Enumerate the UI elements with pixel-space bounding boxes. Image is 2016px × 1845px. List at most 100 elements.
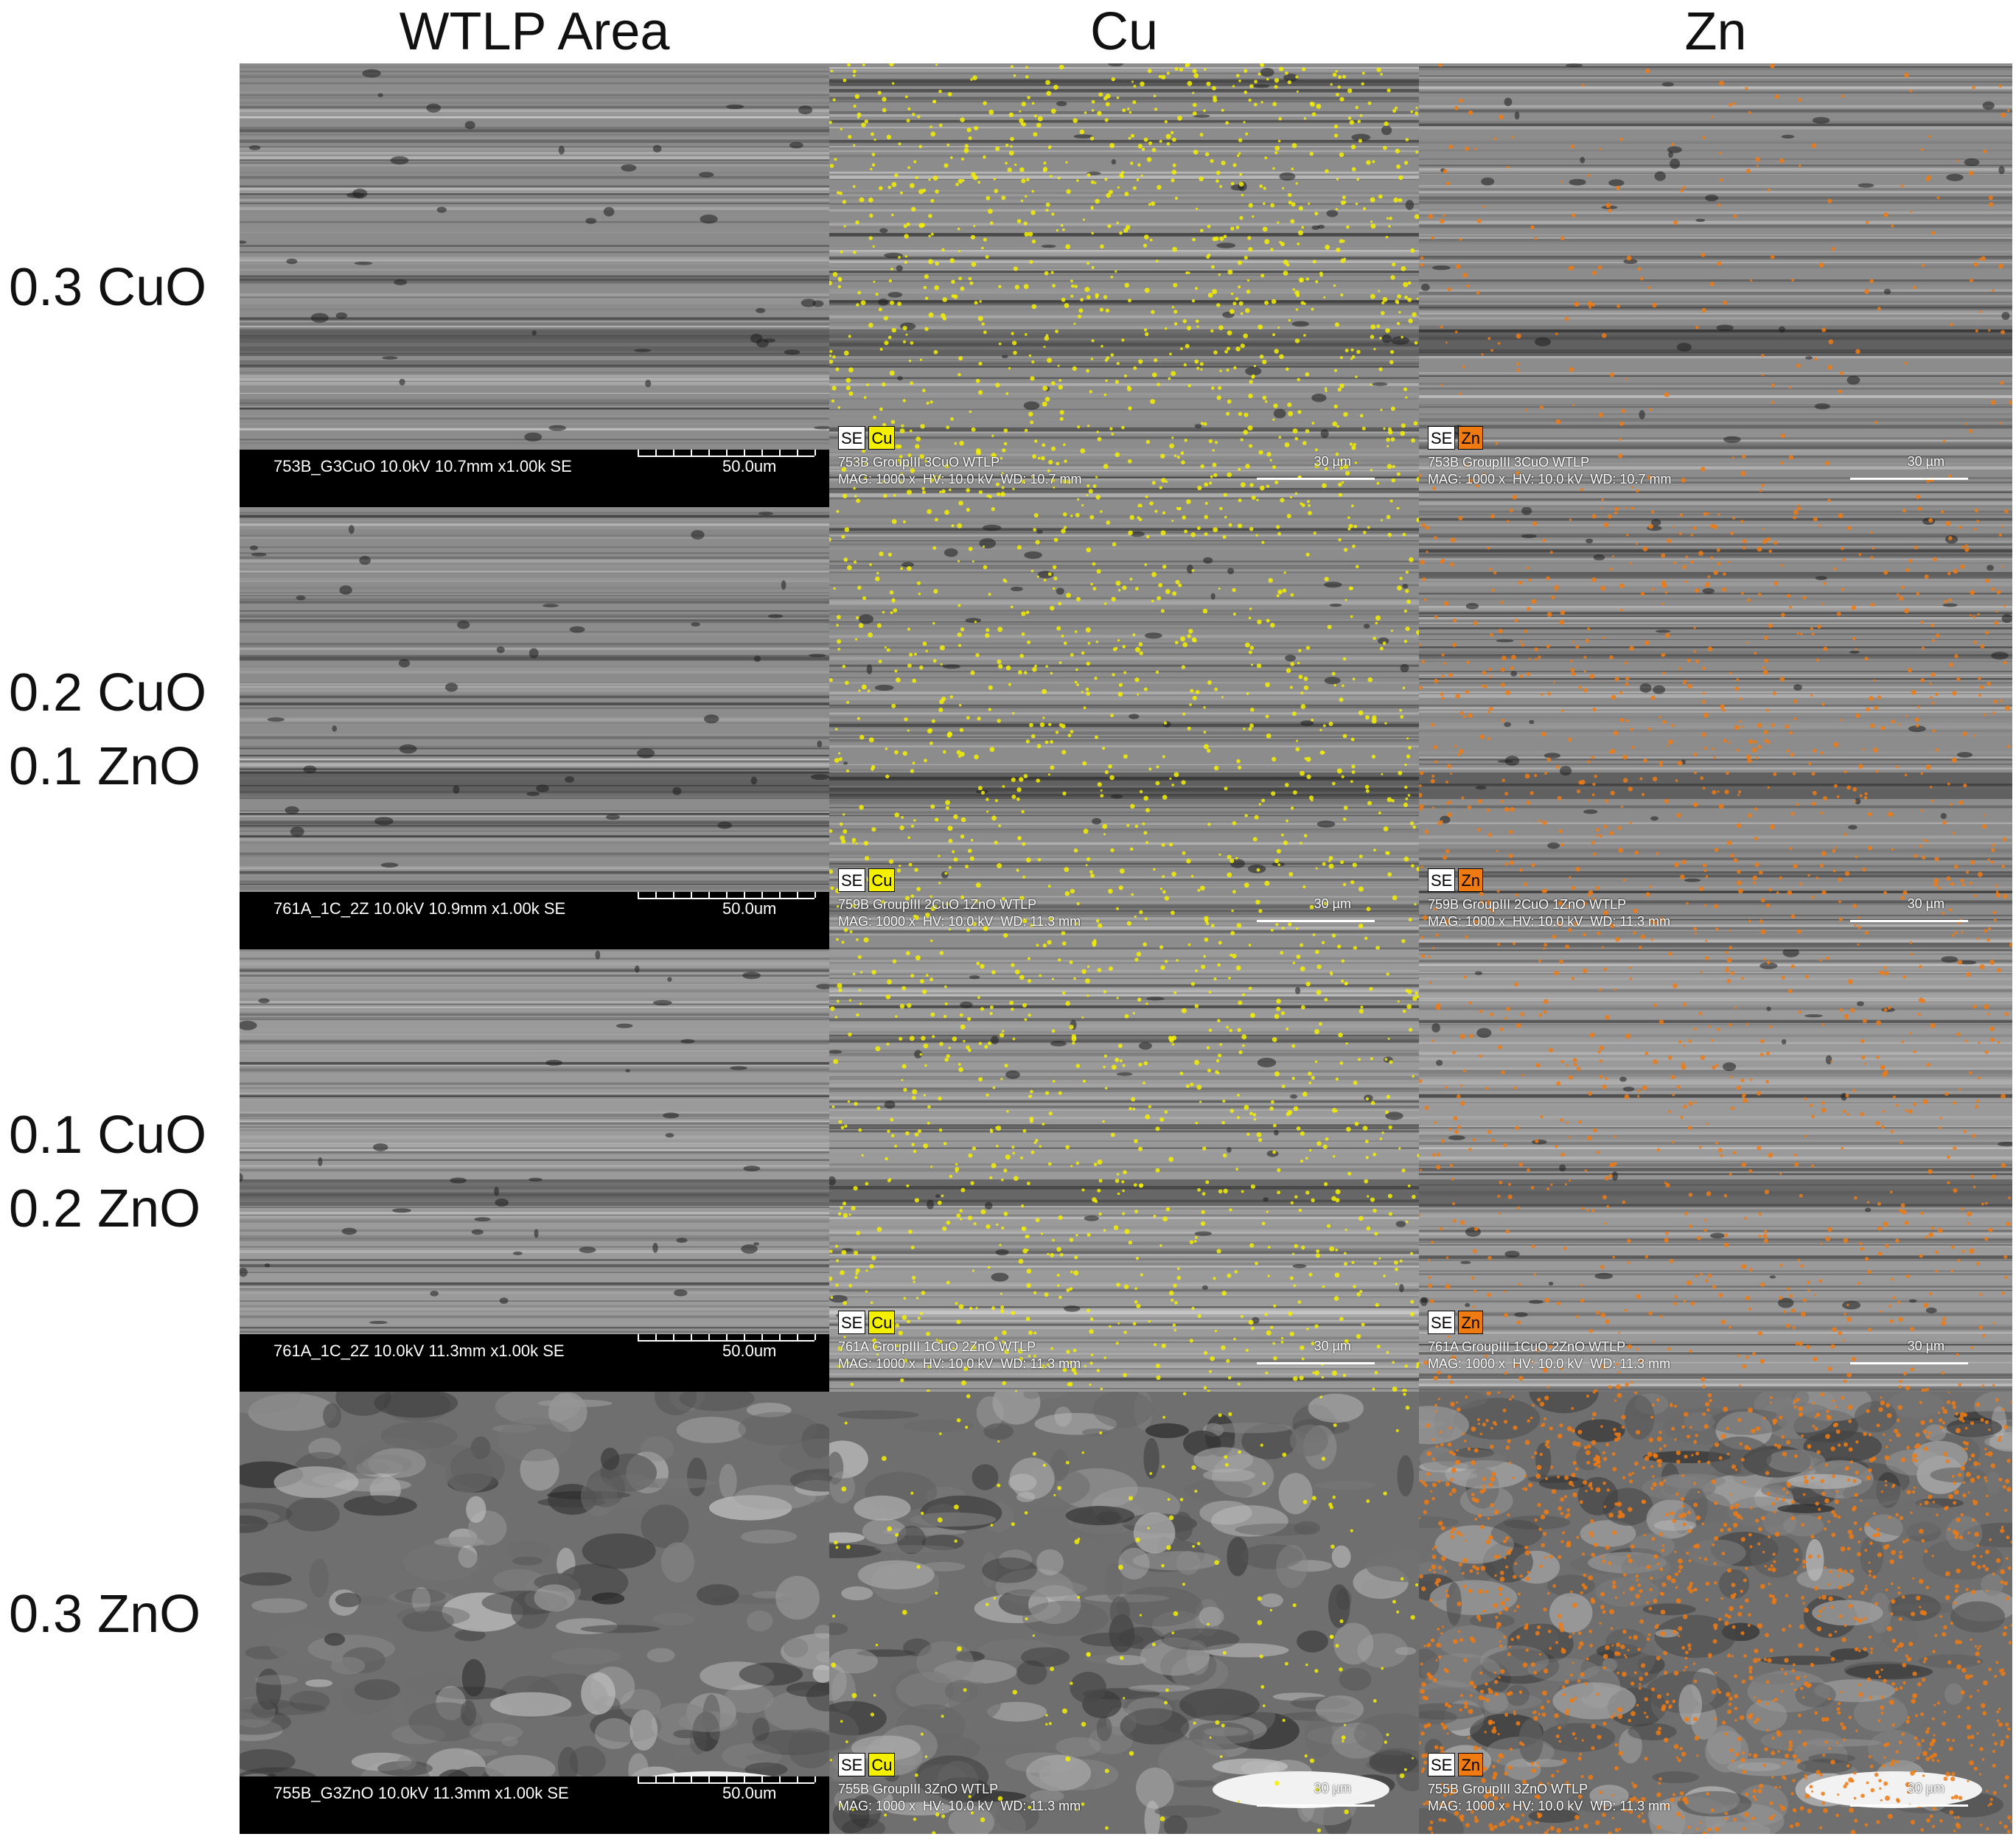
element-map-dot [1823, 582, 1827, 585]
scratch-line [829, 269, 1419, 271]
element-map-dot [1144, 563, 1148, 566]
element-map-dot [1372, 160, 1375, 164]
element-map-dot [1353, 443, 1356, 446]
element-map-dot [1134, 915, 1137, 918]
element-map-dot [1270, 623, 1275, 628]
element-map-dot [1212, 289, 1218, 295]
scratch-line [829, 489, 1419, 492]
element-map-dot [1294, 1195, 1298, 1199]
element-map-dot [1296, 954, 1301, 959]
element-map-dot [1693, 927, 1698, 931]
element-map-dot [857, 955, 862, 959]
element-map-dot [1998, 263, 2004, 269]
scratch-line [1419, 110, 2012, 114]
element-map-dot [1754, 807, 1758, 811]
element-map-dot [1319, 273, 1323, 277]
element-map-dot [1100, 244, 1104, 249]
scratch-line [829, 741, 1419, 742]
scratch-line [240, 963, 829, 966]
element-map-dot [1103, 1356, 1106, 1359]
element-map-dot [1420, 559, 1425, 565]
element-map-dot [1189, 1339, 1193, 1343]
element-map-dot [1416, 297, 1419, 300]
scratch-line [829, 1214, 1419, 1216]
element-map-dot [1816, 658, 1820, 662]
element-map-dot [897, 444, 902, 449]
element-map-dot [1409, 1028, 1413, 1032]
scale-tick [815, 1334, 816, 1340]
element-map-dot [1367, 1195, 1370, 1198]
element-map-dot [888, 279, 893, 283]
scratch-line [240, 1200, 829, 1202]
scratch-line [1419, 142, 2012, 144]
scratch-line [1419, 189, 2012, 192]
element-map-dot [1397, 294, 1401, 299]
element-map-dot [1576, 789, 1581, 794]
scratch-line [240, 1266, 829, 1269]
element-map-dot [1267, 1274, 1270, 1277]
element-map-dot [1495, 442, 1499, 445]
scratch-line [829, 1314, 1419, 1317]
element-map-dot [1661, 602, 1664, 605]
element-map-dot [1992, 843, 1995, 847]
element-map-dot [849, 930, 853, 933]
element-map-dot [946, 1280, 950, 1285]
element-map-dot [1333, 284, 1336, 287]
scratch-line [240, 610, 829, 612]
surface-pit [1815, 576, 1827, 581]
scratch-line [829, 488, 1419, 491]
scratch-line [1419, 70, 2012, 72]
element-map-dot [1122, 1212, 1126, 1216]
element-map-dot [1171, 1035, 1177, 1041]
element-map-dot [1789, 847, 1793, 850]
scratch-line [829, 1036, 1419, 1039]
element-map-dot [969, 1306, 973, 1311]
scratch-line [1419, 477, 2012, 479]
element-map-dot [963, 1039, 966, 1043]
scratch-line [1419, 425, 2012, 429]
element-map-dot [1781, 433, 1786, 439]
scratch-line [1419, 658, 2012, 661]
element-map-dot [1370, 383, 1373, 386]
scratch-line [240, 838, 829, 841]
element-map-dot [978, 361, 983, 366]
element-map-dot [922, 388, 926, 393]
element-map-dot [1066, 593, 1071, 598]
scratch-line [240, 512, 829, 514]
element-map-dot [1254, 815, 1259, 820]
element-map-dot [1844, 770, 1847, 773]
element-map-dot [929, 895, 932, 898]
scratch-line [829, 250, 1419, 252]
element-map-dot [1172, 591, 1177, 596]
scratch-line [1419, 309, 2012, 310]
scratch-line [829, 1326, 1419, 1328]
element-map-dot [989, 1129, 993, 1131]
scratch-line [829, 598, 1419, 599]
scratch-line [829, 1124, 1419, 1126]
element-map-dot [1500, 601, 1504, 604]
element-map-dot [1130, 133, 1135, 138]
element-map-dot [1057, 364, 1060, 367]
element-map-dot [1063, 512, 1067, 517]
element-map-dot [870, 167, 873, 171]
scratch-line [240, 1265, 829, 1269]
element-map-dot [1258, 909, 1263, 913]
scratch-line [1419, 678, 2012, 680]
element-map-dot [1196, 207, 1199, 210]
element-map-dot [1922, 839, 1926, 842]
scratch-line [1419, 603, 2012, 605]
element-map-dot [1281, 927, 1285, 930]
element-map-dot [1301, 1005, 1305, 1010]
element-map-dot [1336, 425, 1339, 428]
element-map-dot [1397, 1000, 1400, 1003]
element-map-dot [1016, 787, 1022, 792]
scratch-line [1419, 1137, 2012, 1140]
scratch-line [829, 806, 1419, 809]
element-map-dot [1370, 197, 1375, 203]
scratch-line [829, 1358, 1419, 1359]
element-map-dot [1238, 285, 1241, 289]
surface-pit [1324, 677, 1341, 685]
element-map-dot [1904, 72, 1909, 78]
element-map-dot [1003, 1168, 1008, 1173]
element-map-dot [978, 390, 983, 395]
